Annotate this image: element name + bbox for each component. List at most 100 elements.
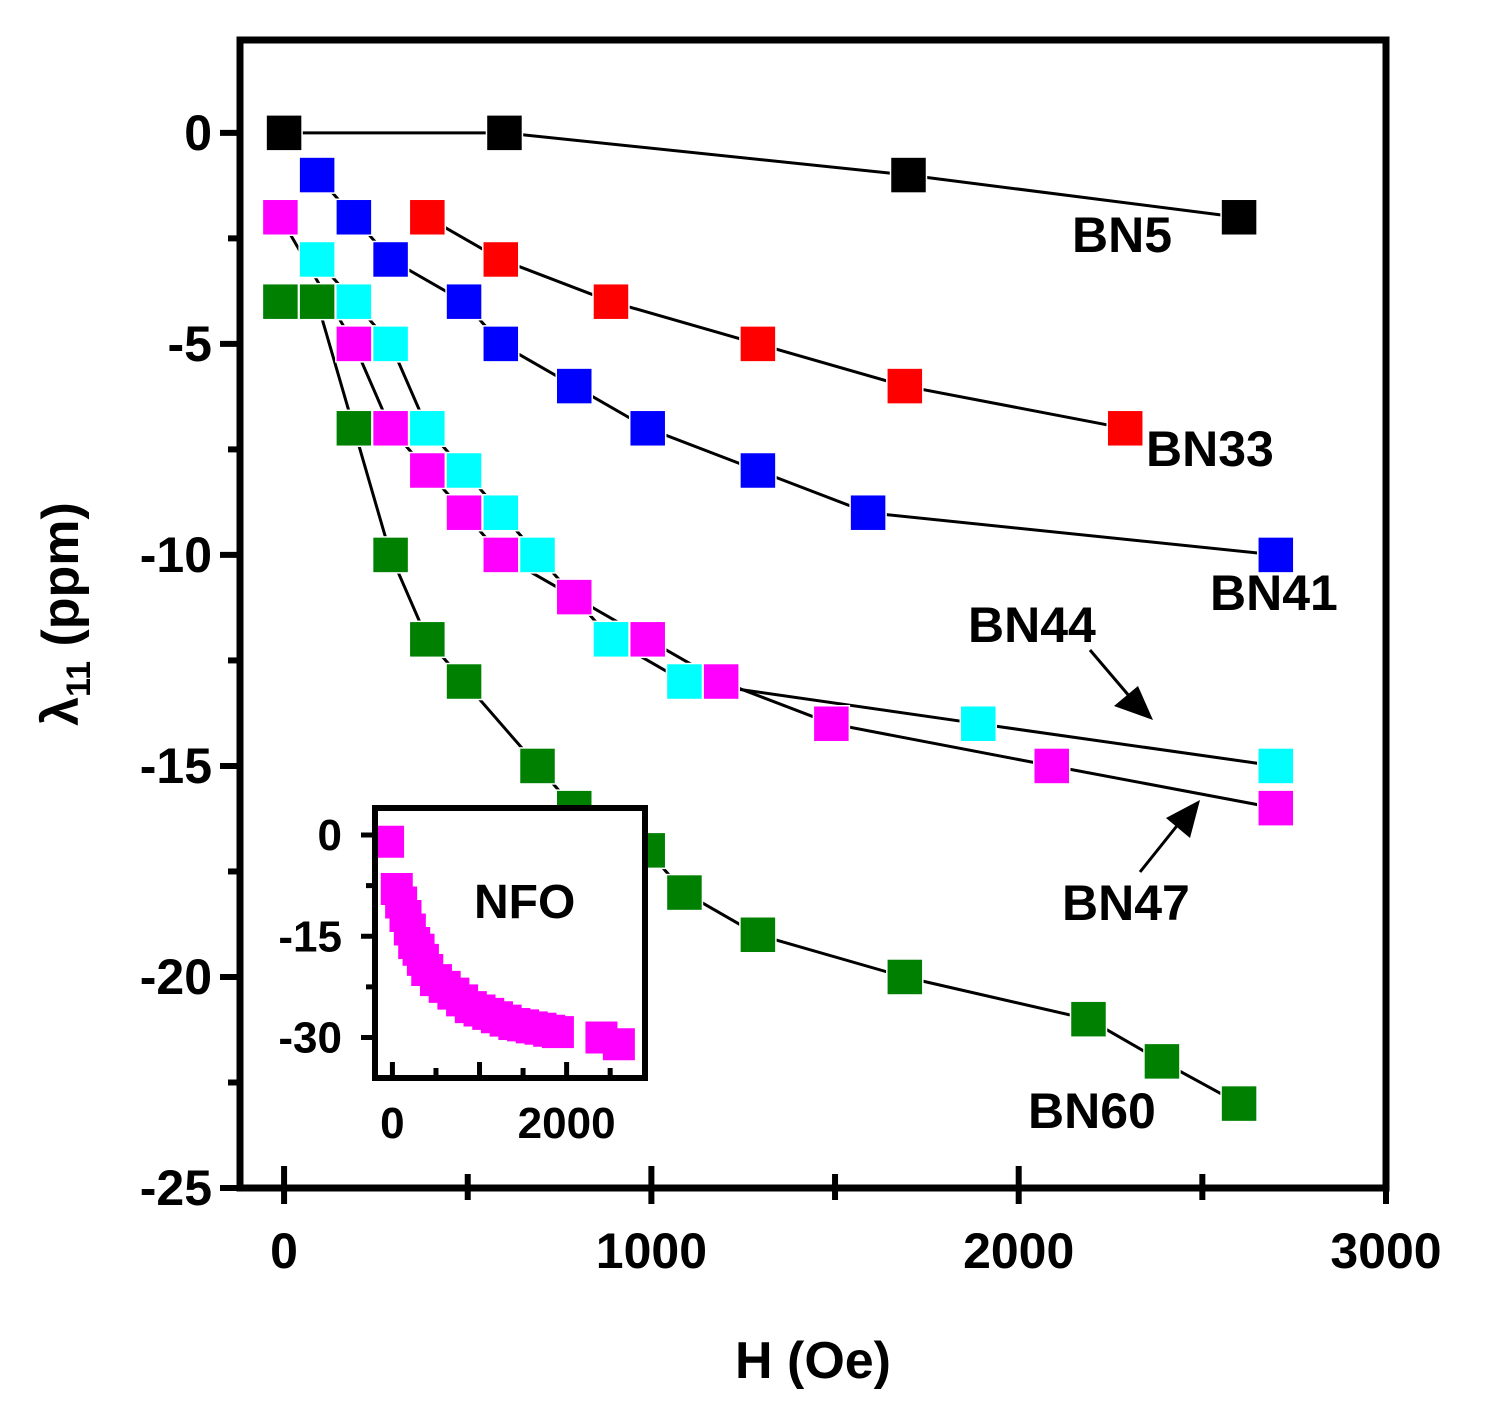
marker-bn60 (445, 662, 483, 701)
inset-frame (372, 805, 648, 1081)
y-axis-subscript: 11 (60, 661, 98, 697)
marker-nfo (541, 1016, 574, 1049)
arrow-bn44-shaft (1088, 649, 1132, 698)
series-labels: BN5 BN33 BN41 BN44 BN47 BN60 (968, 207, 1338, 1139)
marker-bn60 (886, 958, 924, 996)
x-tick-label: 0 (270, 1223, 298, 1279)
marker-bn47 (335, 325, 373, 363)
marker-bn60 (298, 282, 336, 321)
marker-bn60 (665, 873, 704, 912)
label-bn41: BN41 (1210, 565, 1338, 621)
inset-x-tick-label: 0 (380, 1099, 404, 1148)
marker-bn44 (371, 325, 410, 363)
y-tick-label: 0 (184, 105, 212, 161)
marker-bn44 (298, 240, 336, 279)
marker-bn41 (849, 493, 887, 532)
marker-bn5 (889, 156, 928, 194)
marker-bn41 (739, 451, 777, 490)
marker-bn5 (265, 114, 303, 152)
marker-bn47 (371, 409, 410, 448)
marker-bn47 (702, 662, 740, 701)
arrow-bn44-head (1114, 686, 1153, 720)
inset-x-tick-labels: 0 2000 (380, 1099, 615, 1148)
y-tick-label: -20 (140, 949, 212, 1005)
marker-bn33 (408, 198, 447, 237)
marker-bn44 (665, 662, 704, 701)
label-bn47: BN47 (1062, 875, 1190, 931)
label-bn44: BN44 (968, 597, 1096, 653)
marker-bn60 (408, 620, 447, 659)
label-bn33: BN33 (1146, 421, 1274, 477)
marker-bn44 (592, 620, 630, 659)
marker-bn44 (408, 409, 447, 448)
marker-bn44 (445, 451, 483, 490)
marker-bn47 (812, 704, 851, 743)
y-axis-symbol: λ (32, 697, 90, 726)
y-tick-label: -25 (140, 1160, 212, 1216)
inset-y-tick-label: -15 (278, 912, 342, 961)
x-tick-label: 1000 (596, 1223, 707, 1279)
line-bn41 (315, 174, 1276, 557)
marker-bn41 (1257, 536, 1295, 574)
inset-y-tick-labels: 0 -15 -30 (278, 811, 342, 1063)
arrow-bn47-head (1166, 800, 1200, 838)
marker-bn41 (628, 409, 667, 448)
marker-bn41 (555, 367, 593, 405)
main-plot: 0 1000 2000 3000 0 -5 -10 -15 -20 -25 H (Oe) λ11… (32, 36, 1442, 1390)
y-axis-title: λ11 (ppm) (32, 502, 98, 726)
marker-bn33 (592, 282, 630, 321)
marker-bn41 (371, 240, 410, 279)
marker-bn60 (1220, 1084, 1258, 1123)
marker-bn33 (482, 240, 520, 279)
marker-bn5 (485, 114, 524, 152)
y-tick-labels: 0 -5 -10 -15 -20 -25 (140, 105, 212, 1216)
line-bn47 (279, 216, 1277, 810)
marker-bn5 (1220, 198, 1258, 237)
marker-bn60 (518, 747, 557, 785)
label-bn5: BN5 (1072, 207, 1172, 263)
line-bn5 (284, 131, 1240, 219)
x-tick-label: 3000 (1330, 1223, 1441, 1279)
marker-bn33 (1106, 409, 1144, 448)
marker-bn47 (628, 620, 667, 659)
marker-bn41 (335, 198, 373, 237)
marker-bn47 (482, 536, 520, 574)
y-tick-label: -10 (140, 527, 212, 583)
inset-x-tick-label: 2000 (518, 1099, 616, 1148)
marker-bn33 (886, 367, 924, 405)
marker-bn47 (261, 198, 300, 237)
marker-bn60 (739, 916, 777, 954)
marker-bn41 (298, 156, 336, 194)
inset-y-tick-label: -30 (278, 1014, 342, 1063)
line-bn33 (426, 215, 1126, 430)
y-tick-label: -5 (168, 316, 212, 372)
marker-bn60 (1143, 1042, 1181, 1081)
inset-y-tick-label: 0 (318, 811, 342, 860)
plot-frame (236, 36, 1390, 1192)
marker-bn60 (261, 282, 300, 321)
marker-bn44 (335, 282, 373, 321)
marker-bn44 (1257, 747, 1295, 785)
x-tick-labels: 0 1000 2000 3000 (270, 1223, 1441, 1279)
marker-bn60 (1069, 1000, 1108, 1038)
arrow-bn47-shaft (1138, 821, 1182, 873)
inset-ticks (361, 832, 613, 1078)
marker-bn47 (1257, 789, 1295, 827)
marker-bn44 (482, 493, 520, 532)
inset-plot: 0 2000 0 -15 -30 NFO (278, 805, 648, 1148)
inset-title: NFO (474, 876, 575, 929)
marker-bn44 (518, 536, 557, 574)
y-axis-unit: (ppm) (32, 502, 90, 661)
inset-markers (372, 825, 635, 1061)
marker-bn33 (739, 325, 777, 363)
marker-bn47 (408, 451, 447, 490)
marker-bn47 (1033, 747, 1071, 785)
marker-bn44 (959, 704, 998, 743)
marker-bn41 (445, 282, 483, 321)
annotation-arrows (1088, 649, 1200, 873)
marker-bn47 (445, 493, 483, 532)
x-axis-title: H (Oe) (735, 1332, 891, 1390)
marker-bn60 (335, 409, 373, 448)
marker-bn41 (482, 325, 520, 363)
